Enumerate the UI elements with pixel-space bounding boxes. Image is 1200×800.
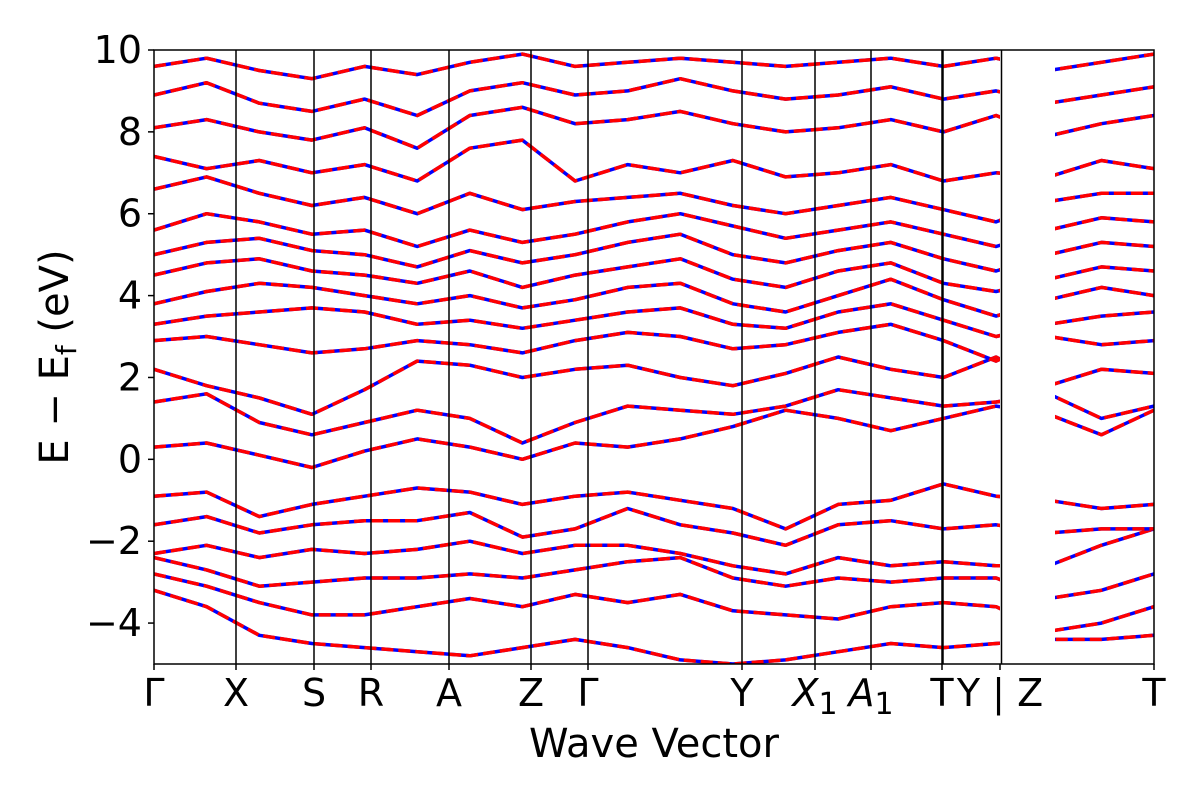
x-tick-label-3: R bbox=[358, 671, 384, 715]
x-tick-label-10: T bbox=[929, 671, 954, 715]
y-tick-label-0: −4 bbox=[86, 601, 142, 645]
band-8-dashed bbox=[154, 355, 1154, 417]
x-tick-label-5: Z bbox=[518, 671, 544, 715]
x-tick-label-12: T bbox=[1141, 671, 1166, 715]
plot-frame bbox=[153, 49, 1155, 665]
y-tick-label-5: 6 bbox=[118, 192, 142, 236]
band-16-dashed bbox=[154, 138, 1154, 183]
y-axis-title-unit: (eV) bbox=[32, 249, 78, 345]
y-axis-ticks: −4 −2 0 2 4 6 8 10 bbox=[86, 28, 154, 645]
band-3-solid bbox=[154, 527, 1154, 576]
band-4-dashed bbox=[154, 506, 1154, 548]
bands-layer bbox=[154, 52, 1154, 664]
band-7-dashed bbox=[154, 387, 1154, 445]
y-tick-label-7: 10 bbox=[94, 28, 142, 72]
y-axis-title: E − Ef (eV) bbox=[32, 249, 83, 464]
x-tick-label-0: Γ bbox=[143, 671, 164, 715]
band-12-dashed bbox=[154, 257, 1154, 294]
y-axis-title-subscript: f bbox=[50, 344, 83, 355]
band-5-dashed bbox=[154, 482, 1154, 531]
x-tick-label-7: Y bbox=[729, 671, 754, 715]
y-tick-label-6: 8 bbox=[118, 110, 142, 154]
band-14-dashed bbox=[154, 211, 1154, 249]
band-11-dashed bbox=[154, 277, 1154, 318]
x-tick-label-9: A1 bbox=[845, 671, 893, 722]
band-2-dashed bbox=[154, 555, 1154, 601]
x-tick-label-8: X1 bbox=[790, 671, 837, 722]
band-0-dashed bbox=[154, 588, 1154, 664]
band-15-dashed bbox=[154, 175, 1154, 224]
x-tick-label-4: A bbox=[436, 671, 462, 715]
high-symmetry-lines bbox=[235, 50, 1055, 664]
y-tick-label-4: 4 bbox=[118, 274, 142, 318]
x-tick-label-2: S bbox=[302, 671, 326, 715]
band-19-dashed bbox=[154, 52, 1154, 81]
band-9-solid bbox=[154, 322, 1154, 363]
y-tick-label-1: −2 bbox=[86, 519, 142, 563]
band-13-dashed bbox=[154, 232, 1154, 273]
band-10-dashed bbox=[154, 302, 1154, 339]
band-6-dashed bbox=[154, 404, 1154, 470]
x-axis-title: Wave Vector bbox=[529, 721, 780, 767]
y-axis-title-main: E − E bbox=[32, 355, 78, 465]
x-tick-label-6: Γ bbox=[577, 671, 598, 715]
band-1-dashed bbox=[154, 572, 1154, 634]
y-tick-label-3: 2 bbox=[118, 355, 142, 399]
band-17-dashed bbox=[154, 105, 1154, 150]
x-tick-label-11: Y | Z bbox=[956, 671, 1043, 716]
x-tick-label-1: X bbox=[223, 671, 249, 715]
y-tick-label-2: 0 bbox=[118, 437, 142, 481]
path-break-gap bbox=[1000, 50, 1055, 664]
band-18-dashed bbox=[154, 76, 1154, 118]
